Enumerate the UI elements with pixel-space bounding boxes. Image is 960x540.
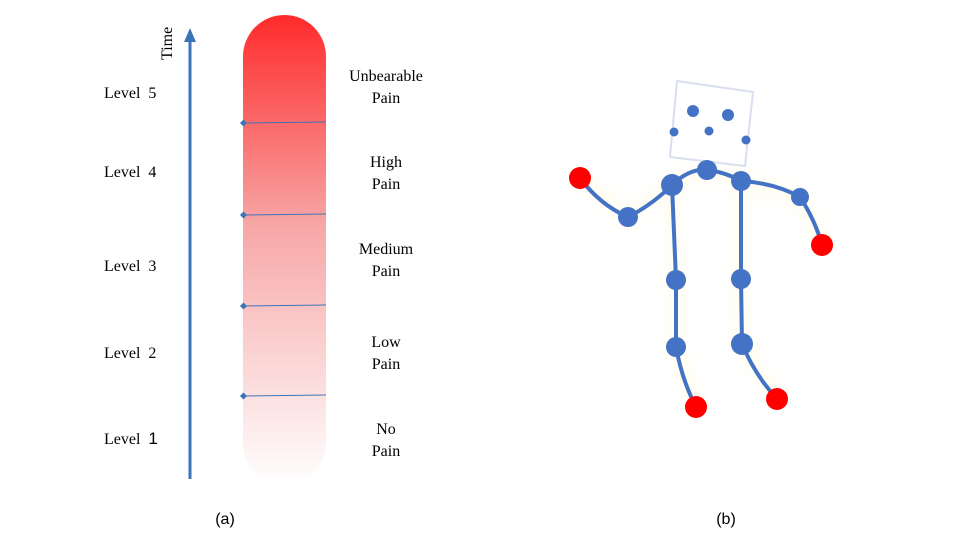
joint-right-knee [731, 333, 753, 355]
pain-descriptors: Unbearable Pain High Pain Medium Pain Lo… [349, 68, 423, 460]
joint-right-shoulder [731, 171, 751, 191]
divider-5-4 [243, 121, 327, 124]
pain-5-line2: Pain [372, 90, 400, 107]
pain-3-line2: Pain [372, 263, 400, 280]
divider-2-1 [243, 394, 327, 397]
pain-2-line2: Pain [372, 356, 400, 373]
face-point-nose [704, 126, 714, 136]
time-axis-label: Time [159, 27, 176, 60]
divider-4-3 [243, 213, 327, 216]
level-labels: Level 5 Level 4 Level 3 Level 2 Level 1 [104, 85, 158, 448]
face-eye-right [722, 109, 734, 121]
pain-2-line1: Low [371, 334, 401, 351]
level-2-label: Level 2 [104, 345, 156, 362]
pain-scale-bar [243, 15, 326, 485]
pain-4-line2: Pain [372, 176, 400, 193]
joint-neck [697, 160, 717, 180]
pain-1-line1: No [376, 421, 396, 438]
pain-3-line1: Medium [359, 241, 414, 258]
face-point-left [669, 127, 679, 137]
joint-right-hip [731, 269, 751, 289]
joint-left-knee [666, 337, 686, 357]
time-arrow [184, 28, 196, 479]
face-point-right [741, 135, 751, 145]
level-1-label: Level 1 [104, 429, 158, 448]
joint-right-foot [766, 388, 788, 410]
joint-left-hip [666, 270, 686, 290]
pain-4-line1: High [370, 154, 402, 171]
level-3-label: Level 3 [104, 258, 156, 275]
joint-left-foot [685, 396, 707, 418]
level-4-label: Level 4 [104, 164, 156, 181]
caption-a: (a) [215, 511, 235, 528]
face-eye-left [687, 105, 699, 117]
joint-right-elbow [791, 188, 809, 206]
caption-b: (b) [716, 511, 736, 528]
skeleton-joints [569, 160, 833, 418]
joint-left-hand [569, 167, 591, 189]
joint-right-hand [811, 234, 833, 256]
divider-3-2 [243, 304, 327, 307]
pain-1-line2: Pain [372, 443, 400, 460]
joint-left-shoulder [661, 174, 683, 196]
panel-b: (b) [569, 79, 833, 528]
skeleton-halo [574, 161, 830, 410]
joint-left-elbow [618, 207, 638, 227]
pain-5-line1: Unbearable [349, 68, 423, 85]
level-5-label: Level 5 [104, 85, 156, 102]
panel-a: Time Level 5 Level 4 Level 3 [104, 15, 423, 528]
face-box [668, 79, 755, 168]
level-dividers [239, 119, 327, 400]
